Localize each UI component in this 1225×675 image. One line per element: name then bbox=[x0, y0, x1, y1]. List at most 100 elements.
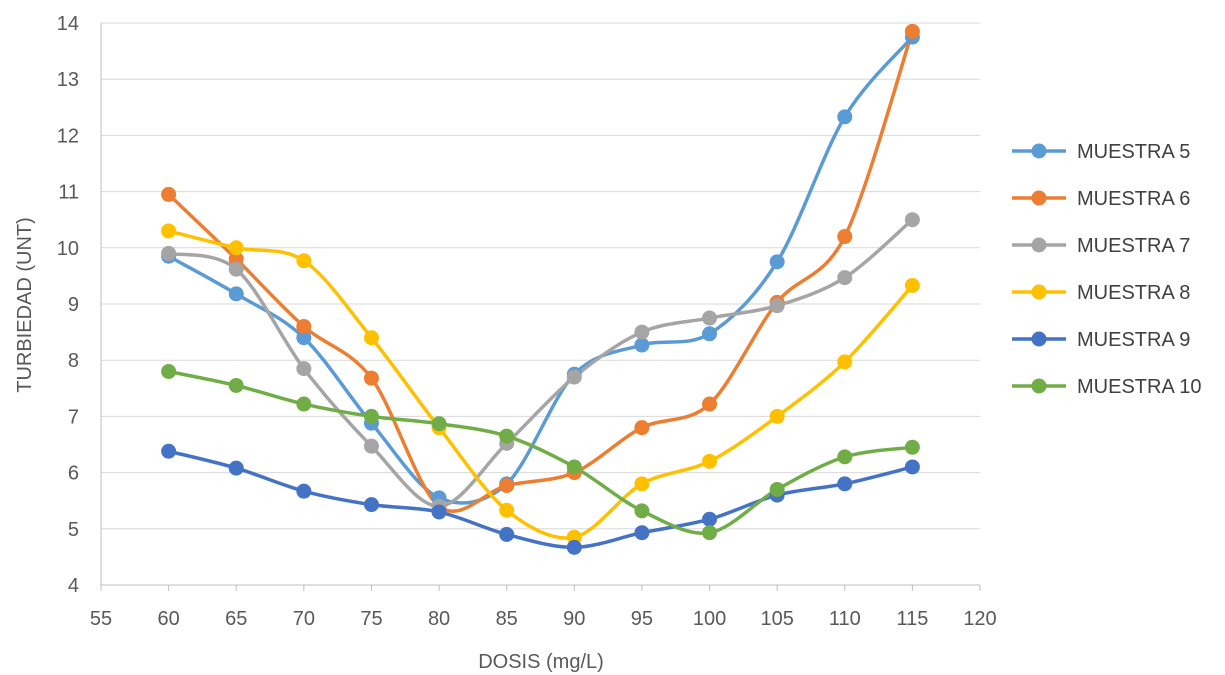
legend-label-muestra-10: MUESTRA 10 bbox=[1077, 376, 1201, 398]
x-tick-label: 100 bbox=[693, 608, 726, 630]
data-point-muestra-9 bbox=[363, 497, 379, 513]
data-point-muestra-5 bbox=[769, 254, 785, 270]
data-point-muestra-6 bbox=[296, 318, 312, 334]
x-tick-label: 65 bbox=[225, 608, 247, 630]
data-point-muestra-7 bbox=[363, 438, 379, 454]
data-point-muestra-10 bbox=[769, 481, 785, 497]
data-point-muestra-6 bbox=[363, 370, 379, 386]
data-point-muestra-9 bbox=[296, 483, 312, 499]
data-point-muestra-10 bbox=[228, 377, 244, 393]
data-point-muestra-5 bbox=[228, 286, 244, 302]
data-point-muestra-9 bbox=[228, 460, 244, 476]
x-tick-label: 95 bbox=[631, 608, 653, 630]
data-point-muestra-8 bbox=[499, 502, 515, 518]
y-tick-label: 12 bbox=[57, 125, 79, 147]
y-tick-label: 11 bbox=[58, 182, 79, 204]
data-point-muestra-6 bbox=[634, 420, 650, 436]
legend-marker-muestra-6 bbox=[1031, 190, 1047, 206]
legend-label-muestra-7: MUESTRA 7 bbox=[1077, 235, 1190, 257]
legend-marker-muestra-9 bbox=[1031, 331, 1047, 347]
y-tick-label: 7 bbox=[68, 406, 79, 428]
data-point-muestra-7 bbox=[837, 270, 853, 286]
legend-marker-muestra-10 bbox=[1031, 378, 1047, 394]
x-tick-label: 105 bbox=[760, 608, 793, 630]
legend-label-muestra-6: MUESTRA 6 bbox=[1077, 188, 1190, 210]
data-point-muestra-8 bbox=[363, 330, 379, 346]
legend-label-muestra-8: MUESTRA 8 bbox=[1077, 282, 1190, 304]
y-axis-title: TURBIEDAD (UNT) bbox=[14, 217, 36, 393]
data-point-muestra-6 bbox=[161, 186, 177, 202]
y-tick-label: 9 bbox=[68, 294, 79, 316]
data-point-muestra-8 bbox=[837, 354, 853, 370]
data-point-muestra-7 bbox=[702, 310, 718, 326]
x-tick-label: 90 bbox=[563, 608, 585, 630]
data-point-muestra-9 bbox=[634, 525, 650, 541]
x-tick-label: 55 bbox=[90, 608, 112, 630]
x-tick-label: 80 bbox=[428, 608, 450, 630]
data-point-muestra-6 bbox=[499, 478, 515, 494]
data-point-muestra-10 bbox=[702, 525, 718, 541]
series-lines bbox=[166, 29, 915, 550]
x-axis-title: DOSIS (mg/L) bbox=[478, 651, 604, 673]
x-tick-labels: 55 60 65 70 75 80 85 90 95 100 105 110 115 120 bbox=[90, 608, 997, 630]
data-point-muestra-8 bbox=[769, 408, 785, 424]
x-tick-label: 70 bbox=[293, 608, 315, 630]
data-point-muestra-7 bbox=[296, 361, 312, 377]
x-tick-label: 60 bbox=[157, 608, 179, 630]
x-tick-label: 85 bbox=[496, 608, 518, 630]
data-point-muestra-8 bbox=[702, 453, 718, 469]
data-point-muestra-9 bbox=[566, 539, 582, 555]
data-point-muestra-5 bbox=[837, 109, 853, 125]
axes bbox=[100, 23, 981, 591]
data-point-muestra-9 bbox=[702, 511, 718, 527]
legend-marker-muestra-7 bbox=[1031, 237, 1047, 253]
data-point-muestra-9 bbox=[837, 476, 853, 492]
data-point-muestra-7 bbox=[161, 245, 177, 261]
x-tick-label: 110 bbox=[829, 608, 861, 630]
x-tick-label: 115 bbox=[896, 608, 928, 630]
data-point-muestra-5 bbox=[634, 337, 650, 353]
data-point-muestra-10 bbox=[904, 439, 920, 455]
data-point-muestra-10 bbox=[431, 416, 447, 432]
series-markers bbox=[161, 23, 920, 555]
data-point-muestra-8 bbox=[161, 223, 177, 239]
series-line-muestra-5 bbox=[166, 35, 915, 505]
series-line-muestra-7 bbox=[166, 217, 915, 509]
y-tick-label: 10 bbox=[57, 238, 79, 260]
x-tick-label: 120 bbox=[963, 608, 996, 630]
data-point-muestra-5 bbox=[296, 330, 312, 346]
data-point-muestra-8 bbox=[228, 240, 244, 256]
data-point-muestra-9 bbox=[161, 443, 177, 459]
y-tick-label: 5 bbox=[68, 519, 79, 541]
data-point-muestra-9 bbox=[431, 504, 447, 520]
data-point-muestra-10 bbox=[296, 396, 312, 412]
legend-marker-muestra-5 bbox=[1031, 143, 1047, 159]
data-point-muestra-8 bbox=[634, 476, 650, 492]
data-point-muestra-5 bbox=[702, 326, 718, 342]
y-tick-label: 8 bbox=[68, 350, 79, 372]
data-point-muestra-10 bbox=[837, 449, 853, 465]
y-tick-label: 4 bbox=[68, 575, 79, 597]
data-point-muestra-7 bbox=[634, 324, 650, 340]
data-point-muestra-6 bbox=[837, 229, 853, 245]
legend-label-muestra-5: MUESTRA 5 bbox=[1077, 141, 1190, 163]
series-line-muestra-6 bbox=[166, 29, 915, 514]
legend-marker-muestra-8 bbox=[1031, 284, 1047, 300]
data-point-muestra-7 bbox=[228, 261, 244, 277]
data-point-muestra-10 bbox=[634, 503, 650, 519]
data-point-muestra-7 bbox=[769, 298, 785, 314]
series-line-muestra-10 bbox=[166, 369, 915, 535]
data-point-muestra-8 bbox=[904, 277, 920, 293]
data-point-muestra-10 bbox=[161, 363, 177, 379]
x-tick-label: 75 bbox=[360, 608, 382, 630]
data-point-muestra-6 bbox=[702, 396, 718, 412]
y-tick-labels: 4 5 6 7 8 9 10 11 12 13 14 bbox=[57, 13, 79, 597]
legend-label-muestra-9: MUESTRA 9 bbox=[1077, 329, 1190, 351]
y-tick-label: 14 bbox=[57, 13, 79, 35]
data-point-muestra-10 bbox=[499, 428, 515, 444]
y-tick-label: 6 bbox=[68, 463, 79, 485]
data-point-muestra-7 bbox=[566, 369, 582, 385]
data-point-muestra-10 bbox=[566, 459, 582, 475]
data-point-muestra-7 bbox=[904, 212, 920, 228]
